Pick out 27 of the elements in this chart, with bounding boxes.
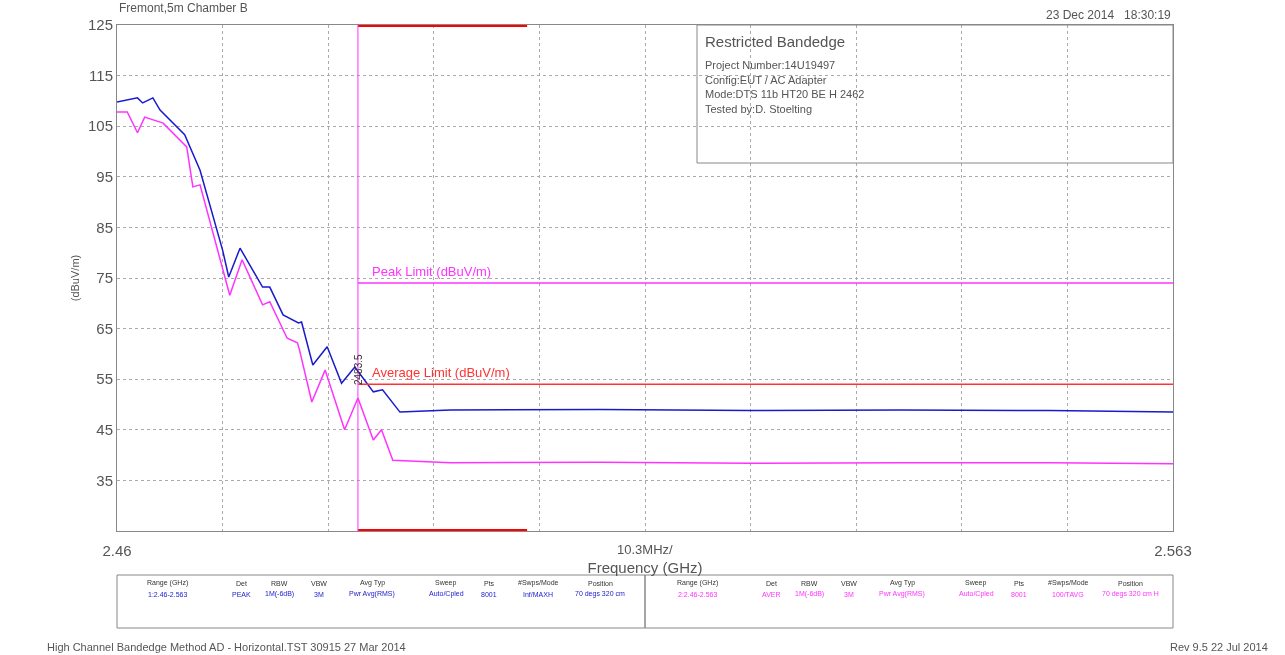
text: 23 Dec 2014 18:30:19 xyxy=(1046,8,1172,22)
y-tick-label: 125 xyxy=(87,16,113,34)
annotation: Mode:DTS 11b HT20 BE H 2462 xyxy=(705,88,865,100)
text: High Channel Bandedge Method AD - Horizontal.TST 30915 27 Mar 2014 xyxy=(47,641,406,653)
chart-title: Fremont,5m Chamber B xyxy=(119,1,248,16)
annotation: Config:EUT / AC Adapter xyxy=(705,74,827,86)
text: 10.3MHz/ xyxy=(617,542,674,557)
y-tick-label: 85 xyxy=(96,218,113,236)
y-tick-label: 65 xyxy=(96,319,113,337)
x-tick-label: 2.46 xyxy=(102,542,132,559)
text: Rev 9.5 22 Jul 2014 xyxy=(1170,641,1268,653)
y-tick-label: 95 xyxy=(96,168,113,186)
annotation: Tested by:D. Stoelting xyxy=(705,103,813,115)
series-label: Peak Limit (dBuV/m) xyxy=(372,264,492,279)
ref-line-label: 2483.5 xyxy=(352,353,364,386)
series-label: Average Limit (dBuV/m) xyxy=(372,365,510,380)
y-tick-label: 105 xyxy=(87,117,113,135)
annotation: Project Number:14U19497 xyxy=(705,59,836,71)
x-tick-label: 2.563 xyxy=(1154,542,1192,559)
x-axis-title: Frequency (GHz) xyxy=(587,559,703,576)
y-tick-label: 75 xyxy=(96,269,113,287)
y-tick-label: 115 xyxy=(89,66,113,84)
y-tick-label: 35 xyxy=(96,471,113,489)
y-tick-label: 45 xyxy=(96,421,113,439)
annotation: Restricted Bandedge xyxy=(705,33,846,50)
y-axis-title: (dBuV/m) xyxy=(68,254,81,302)
y-tick-label: 55 xyxy=(96,370,113,388)
